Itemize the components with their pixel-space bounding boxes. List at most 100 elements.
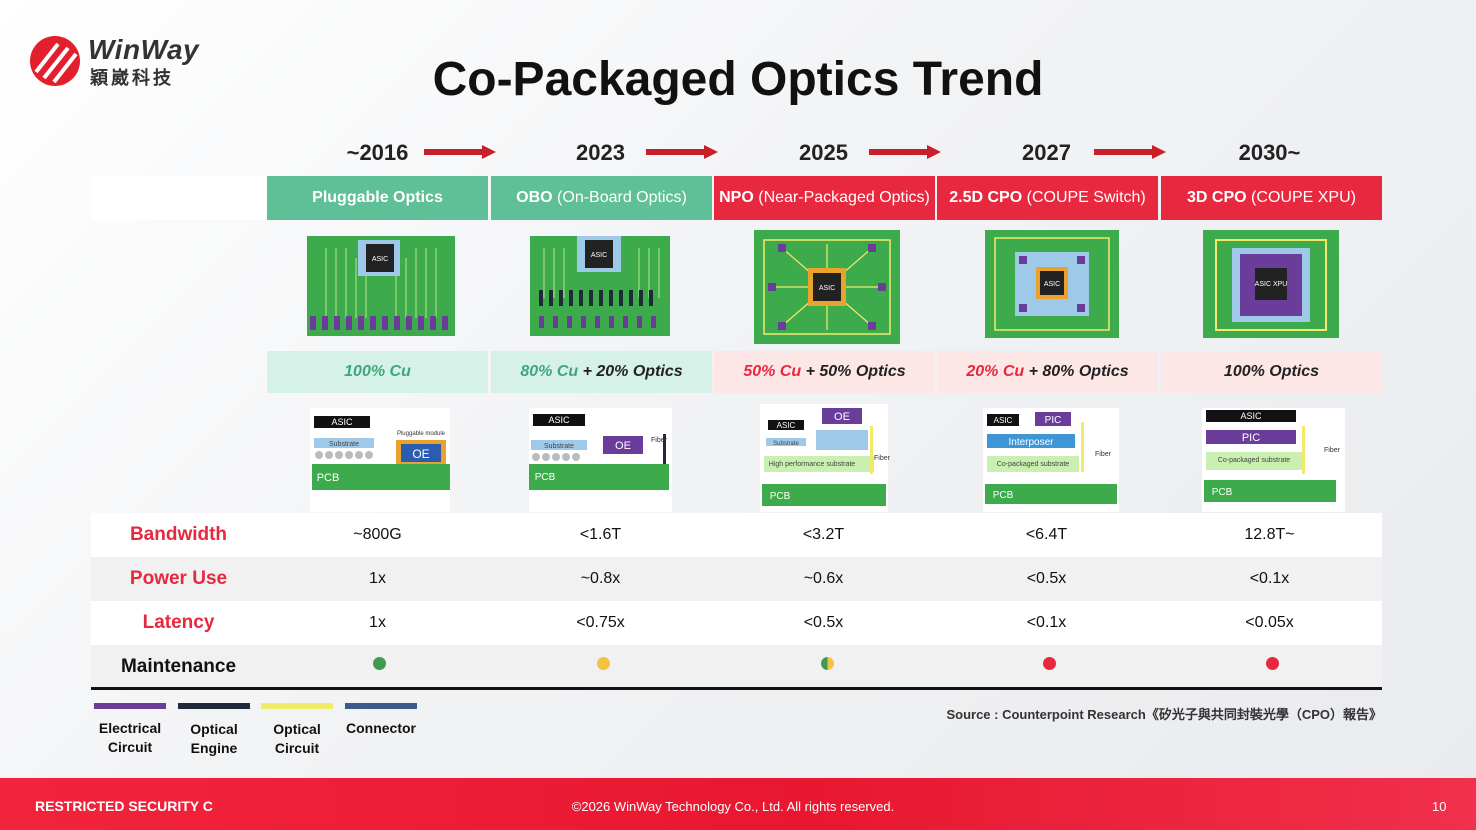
legend-swatch	[178, 703, 250, 709]
stage-header: Pluggable Optics	[267, 176, 488, 220]
stage-header: NPO (Near-Packaged Optics)	[714, 176, 935, 220]
metric-value: <3.2T	[802, 526, 845, 543]
legend-label: Connector	[346, 720, 416, 736]
slide-title: Co-Packaged Optics Trend	[432, 53, 1044, 106]
maintenance-status-dot	[1043, 657, 1056, 670]
chip-label: ASIC	[372, 256, 388, 263]
svg-text:Co-packaged substrate: Co-packaged substrate	[1218, 457, 1290, 464]
maintenance-status-dot	[1266, 657, 1279, 670]
svg-text:Fiber: Fiber	[1324, 447, 1341, 454]
year-label: 2030~	[1238, 140, 1301, 165]
metric-value: <0.05x	[1245, 614, 1294, 631]
stage-header: 3D CPO (COUPE XPU)	[1161, 176, 1382, 220]
npo-board-diagram: ASIC	[754, 230, 900, 344]
metric-value: ~800G	[353, 526, 402, 543]
footer-bar	[0, 778, 1476, 830]
cu-optics-ratio: 100% Cu	[267, 351, 488, 393]
svg-text:OE: OE	[412, 447, 429, 461]
table-bottom-rule	[91, 687, 1382, 690]
cu-optics-ratio: 20% Cu + 80% Optics	[937, 351, 1158, 393]
maintenance-status-dot	[373, 657, 386, 670]
cu-optics-ratio: 80% Cu + 20% Optics	[491, 351, 712, 393]
maintenance-status-dot	[821, 657, 834, 670]
svg-text:Substrate: Substrate	[544, 443, 574, 450]
maintenance-label: Maintenance	[120, 656, 237, 677]
cpo-3d-board-diagram: ASIC XPU	[1203, 230, 1339, 338]
chip-label: ASIC	[819, 285, 835, 292]
chip-label: ASIC XPU	[1255, 281, 1288, 288]
year-label: 2027	[1022, 140, 1071, 165]
winway-logo: WinWay 穎崴科技	[28, 34, 228, 90]
stage-header: 2.5D CPO (COUPE Switch)	[937, 176, 1158, 220]
legend-label: Optical Circuit	[273, 721, 321, 756]
metric-value: 1x	[369, 570, 386, 587]
year-label: 2025	[799, 140, 848, 165]
metric-label: Power Use	[129, 568, 228, 589]
metric-value: <0.75x	[576, 614, 625, 631]
security-classification: RESTRICTED SECURITY C	[35, 798, 213, 814]
metric-row-bandwidth	[91, 513, 1382, 557]
page-number: 10	[1432, 799, 1447, 814]
svg-text:ASIC: ASIC	[994, 416, 1013, 425]
svg-text:Fiber: Fiber	[651, 437, 668, 444]
legend-label: Optical Engine	[190, 721, 238, 756]
obo-board-diagram: ASIC	[530, 236, 670, 336]
brand-name-en: WinWay	[88, 34, 200, 65]
svg-text:Fiber: Fiber	[874, 455, 891, 462]
svg-text:ASIC: ASIC	[1240, 411, 1262, 421]
svg-text:Co-packaged substrate: Co-packaged substrate	[997, 461, 1069, 468]
stage-header: OBO (On-Board Optics)	[491, 176, 712, 220]
cu-optics-ratio: 100% Optics	[1161, 351, 1382, 393]
svg-text:PCB: PCB	[317, 472, 340, 484]
metric-row-power	[91, 557, 1382, 601]
metric-value: <0.5x	[803, 614, 844, 631]
svg-text:ASIC: ASIC	[777, 421, 796, 430]
timeline-arrow-icon	[869, 145, 941, 159]
metric-row-latency	[91, 601, 1382, 645]
npo-cross-section: ASIC Substrate OE High performance subst…	[760, 404, 891, 512]
maintenance-status-dot	[597, 657, 610, 670]
metric-label: Bandwidth	[129, 524, 228, 545]
metric-value: 12.8T~	[1244, 526, 1295, 543]
obo-cross-section: ASIC Substrate OE Fiber PCB	[529, 408, 672, 512]
svg-text:Substrate: Substrate	[773, 441, 799, 447]
pluggable-board-diagram: ASIC	[307, 236, 455, 336]
chip-label: ASIC	[1044, 281, 1060, 288]
svg-text:PCB: PCB	[1212, 487, 1233, 498]
year-label: ~2016	[346, 140, 409, 165]
table-header-spacer	[91, 176, 266, 220]
timeline-arrow-icon	[424, 145, 496, 159]
cpo-25d-board-diagram: ASIC	[985, 230, 1119, 338]
svg-text:PIC: PIC	[1242, 432, 1260, 444]
source-citation: Source : Counterpoint Research《矽光子與共同封裝光…	[946, 707, 1382, 722]
svg-text:PIC: PIC	[1045, 415, 1062, 426]
timeline-arrow-icon	[1094, 145, 1166, 159]
metric-value: <0.1x	[1249, 570, 1290, 587]
legend-swatch	[345, 703, 417, 709]
cpo-25d-cross-section: ASIC PIC Interposer Co-packaged substrat…	[983, 408, 1119, 512]
svg-text:Interposer: Interposer	[1008, 437, 1054, 448]
copyright-notice: ©2026 WinWay Technology Co., Ltd. All ri…	[571, 799, 895, 814]
svg-text:ASIC: ASIC	[548, 415, 570, 425]
cu-optics-ratio: 50% Cu + 50% Optics	[714, 351, 935, 393]
metric-label: Latency	[142, 612, 215, 633]
metric-value: ~0.6x	[803, 570, 844, 587]
brand-name-zh: 穎崴科技	[90, 68, 174, 88]
timeline-arrow-icon	[646, 145, 718, 159]
metric-value: ~0.8x	[580, 570, 621, 587]
legend-label: Electrical Circuit	[98, 720, 162, 755]
legend-swatch	[261, 703, 333, 709]
svg-text:Substrate: Substrate	[329, 441, 359, 448]
cpo-3d-cross-section: ASIC PIC Co-packaged substrate Fiber PCB	[1202, 408, 1345, 512]
svg-text:Fiber: Fiber	[1095, 451, 1112, 458]
chip-label: ASIC	[591, 252, 607, 259]
winway-logo-icon	[30, 36, 80, 86]
svg-text:PCB: PCB	[770, 491, 791, 502]
metric-value: 1x	[369, 614, 386, 631]
svg-text:OE: OE	[615, 440, 631, 452]
legend-swatch	[94, 703, 166, 709]
svg-text:ASIC: ASIC	[331, 417, 353, 427]
metric-row-maintenance	[91, 645, 1382, 689]
svg-text:OE: OE	[834, 411, 850, 423]
svg-text:High performance substrate: High performance substrate	[769, 461, 855, 468]
